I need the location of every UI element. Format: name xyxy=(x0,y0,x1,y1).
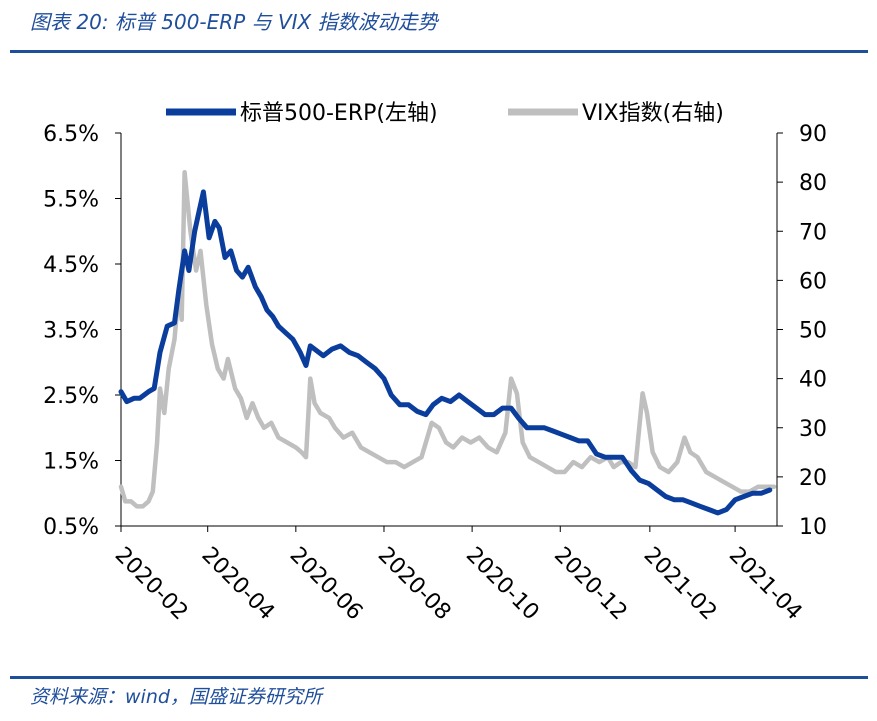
right-tick-label: 40 xyxy=(799,368,827,393)
series-lines xyxy=(118,170,777,516)
chart-canvas: 6.5% 5.5% 4.5% 3.5% 2.5% 1.5% 0.5% 90 80 70 60 50 40… xyxy=(43,101,827,625)
left-tick-label: 0.5% xyxy=(43,515,99,540)
left-tick-label: 2.5% xyxy=(43,384,99,409)
axes xyxy=(120,133,778,527)
x-tick-label: 2020-12 xyxy=(549,543,632,626)
left-tick-label: 5.5% xyxy=(43,188,99,213)
tick-marks xyxy=(115,132,783,532)
right-tick-label: 60 xyxy=(799,269,827,294)
left-tick-label: 3.5% xyxy=(43,319,99,344)
tick-labels: 6.5% 5.5% 4.5% 3.5% 2.5% 1.5% 0.5% 90 80 70 60 50 40… xyxy=(43,122,827,625)
left-tick-label: 4.5% xyxy=(43,253,99,278)
source-note: 资料来源：wind，国盛证券研究所 xyxy=(30,686,322,708)
right-tick-label: 80 xyxy=(799,171,827,196)
x-tick-label: 2020-08 xyxy=(373,543,456,626)
x-tick-label: 2020-02 xyxy=(110,543,193,626)
x-tick-label: 2021-02 xyxy=(639,543,722,626)
right-tick-label: 70 xyxy=(799,220,827,245)
legend: 标普500-ERP(左轴) VIX指数(右轴) xyxy=(166,101,724,126)
vix-series-line xyxy=(118,170,777,509)
left-tick-label: 6.5% xyxy=(43,122,99,147)
bottom-rule xyxy=(10,676,868,679)
right-tick-label: 20 xyxy=(799,466,827,491)
figure-title: 图表 20: 标普 500-ERP 与 VIX 指数波动走势 xyxy=(30,10,438,34)
x-tick-label: 2020-06 xyxy=(285,543,368,626)
x-tick-label: 2020-04 xyxy=(196,543,279,626)
right-tick-label: 10 xyxy=(799,515,827,540)
right-tick-label: 50 xyxy=(799,319,827,344)
legend-label-vix: VIX指数(右轴) xyxy=(582,101,724,126)
left-tick-label: 1.5% xyxy=(43,450,99,475)
erp-series-line xyxy=(118,189,773,516)
right-tick-label: 90 xyxy=(799,122,827,147)
top-rule xyxy=(10,50,868,53)
x-tick-label: 2021-04 xyxy=(724,543,807,626)
x-tick-label: 2020-10 xyxy=(461,543,544,626)
legend-label-erp: 标普500-ERP(左轴) xyxy=(240,101,438,126)
right-tick-label: 30 xyxy=(799,417,827,442)
